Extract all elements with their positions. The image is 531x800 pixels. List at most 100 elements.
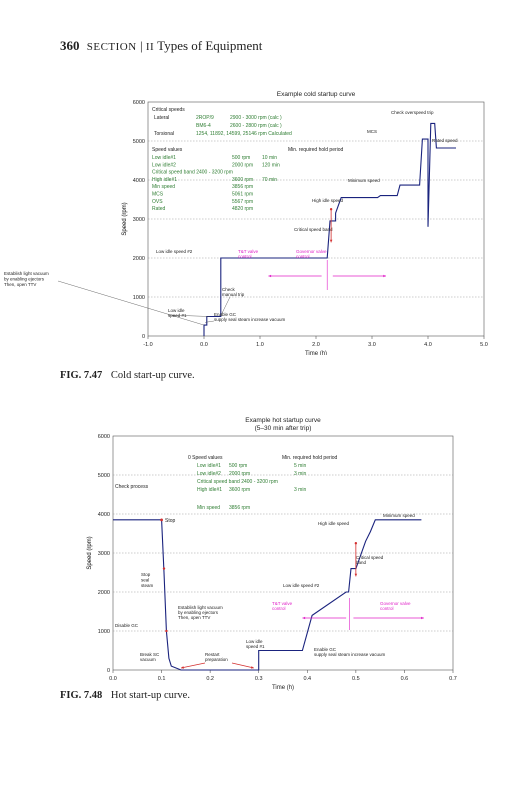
hot-speed-rpm-0: 500 rpm [229, 463, 247, 469]
hot-disable-gc: Disable GC [115, 623, 139, 628]
cold-critical-speed-mode-0: 2ROP/9 [196, 115, 214, 121]
hot-restart-arrow-left-head [181, 666, 184, 669]
cold-speed-name-0: Low idle#1 [152, 155, 176, 161]
hot-xtick-6: 0.6 [401, 676, 409, 682]
cold-minimum-speed-label: Minimum speed [348, 178, 380, 183]
cold-establish-vacuum-line-1: by enabling ejectors [4, 277, 45, 282]
cold-establish-vacuum-leader [57, 280, 205, 326]
cold-xlabel: Time (h) [305, 351, 327, 355]
cold-speed-rpm-1: 2000 rpm [232, 162, 253, 168]
part-number: II [145, 41, 155, 53]
cold-startup-chart: Example cold startup curve 0 1000 2000 3000 4… [4, 91, 488, 355]
cold-speed-name-1: Low idle#2 [152, 162, 176, 168]
cold-series-line-0 [203, 122, 456, 336]
cold-governor-valve-arrow-head [383, 274, 386, 278]
cold-xtick-6: 5.0 [480, 342, 488, 348]
hot-ytick-2: 2000 [98, 590, 110, 596]
cold-critical-band-dot [329, 208, 333, 211]
cold-low-idle-speed-1-line-0: Low idle [168, 308, 185, 313]
hot-disable-gc-dot [165, 629, 168, 633]
hot-high-idle-speed-label: High idle speed [318, 521, 350, 526]
hot-critical-band-arrow-head [354, 573, 358, 577]
cold-xtick-4: 3.0 [368, 342, 376, 348]
cold-speed-name-6: OVS [152, 199, 163, 205]
hot-ytick-5: 5000 [98, 473, 110, 479]
hot-restart-preparation-line-0: Restart [205, 652, 220, 657]
hot-speed-name-2: Critical speed band 2400 - 3200 rpm [197, 479, 278, 485]
hot-critical-speed-band-label-line-0: Critical speed [356, 555, 384, 560]
hot-break-sc-vacuum-line-1: vacuum [140, 657, 156, 662]
hot-title: Example hot startup curve [245, 417, 321, 424]
hot-speed-hold-1: 3 min [294, 471, 306, 477]
hot-seal-steam-dot [162, 567, 166, 570]
hot-tt-valve-control-line-0: T&T valve [272, 601, 293, 606]
cold-speed-name-3: High idle#1 [152, 177, 177, 183]
cold-governor-valve-control-line-0: Governor valve [296, 249, 327, 254]
part-title: Types of Equipment [157, 38, 263, 53]
hot-xtick-5: 0.5 [352, 676, 360, 682]
cold-enable-gc-leader [205, 320, 215, 323]
hot-ytick-3: 3000 [98, 551, 110, 557]
hot-enable-gc-line-0: Enable GC [314, 647, 337, 652]
hot-speed-name-4: Min speed [197, 505, 220, 511]
hot-tt-valve-arrow-head [302, 616, 306, 620]
hot-xtick-4: 0.4 [303, 676, 311, 682]
hot-restart-arrow-right [231, 662, 254, 669]
cold-enable-gc-line-1: supply seal steam increase vacuum [214, 317, 286, 322]
section-divider: | [139, 38, 146, 53]
cold-speed-name-4: Min speed [152, 184, 175, 190]
cold-xtick-2: 1.0 [256, 342, 264, 348]
cold-ytick-0: 0 [142, 334, 145, 340]
cold-critical-speed-name-2: Torsional [154, 131, 174, 137]
hot-governor-valve-arrow-head [421, 616, 424, 620]
hot-break-sc-vacuum-line-0: Break SC [140, 652, 160, 657]
cold-speed-hold-1: 120 min [262, 162, 280, 168]
hot-minimum-speed-label: Minimum speed [383, 513, 415, 518]
section-label: SECTION [86, 41, 137, 53]
hot-xtick-0: 0.0 [109, 676, 117, 682]
figure-caption-2: FIG. 7.48 Hot start-up curve. [60, 690, 190, 701]
figure-caption-text-1: Cold start-up curve. [110, 370, 195, 381]
hot-speed-rpm-1: 2000 rpm [229, 471, 250, 477]
hot-speed-name-0: Low idle#1 [197, 463, 221, 469]
hot-ytick-1: 1000 [98, 629, 110, 635]
cold-governor-valve-control-line-1: control [296, 254, 310, 259]
cold-critical-speed-range-1: 2600 - 2800 rpm (calc ) [230, 123, 282, 129]
hot-low-idle-speed-1-line-0: Low idle [246, 639, 263, 644]
hot-critical-band-dot [354, 542, 358, 545]
cold-critical-speed-range-2: 1254, 11892, 14599, 25146 rpm Calculated [196, 131, 292, 137]
cold-critical-speed-mode-1: BM6-4 [196, 123, 211, 129]
cold-speed-rpm-4: 3856 rpm [232, 184, 253, 190]
cold-speed-hold-0: 10 min [262, 155, 277, 161]
figure-caption-text-2: Hot start-up curve. [110, 690, 190, 701]
hot-xtick-1: 0.1 [158, 676, 166, 682]
hot-governor-valve-control-line-1: control [380, 606, 394, 611]
cold-rated-speed-label: Rated speed [432, 138, 458, 143]
hot-critical-speed-band-label-line-1: band [356, 560, 367, 565]
cold-speed-rpm-3: 3600 rpm [232, 177, 253, 183]
hot-speed-hold-0: 5 min [294, 463, 306, 469]
cold-critical-speed-band-label: Critical speed band [294, 227, 333, 232]
page-header: 360 SECTION | II Types of Equipment [60, 38, 262, 54]
hot-speed-name-1: Low idle#2 [197, 471, 221, 477]
hot-governor-valve-control-line-0: Governor valve [380, 601, 411, 606]
hot-ytick-6: 6000 [98, 434, 110, 440]
cold-ytick-4: 4000 [133, 178, 145, 184]
cold-low-idle-speed-2-label: Low idle speed #2 [156, 249, 193, 254]
hot-min-hold-heading: Min. required hold period [282, 455, 338, 461]
hot-tt-valve-control-line-1: control [272, 606, 286, 611]
cold-mcs-label: MCS [367, 129, 377, 134]
cold-ytick-1: 1000 [133, 295, 145, 301]
cold-speed-hold-3: 70 min [262, 177, 277, 183]
cold-check-manual-trip-line-1: manual trip [222, 292, 245, 297]
hot-subtitle: (5–30 min after trip) [255, 425, 312, 432]
hot-speed-rpm-4: 3856 rpm [229, 505, 250, 511]
hot-establish-vacuum-line-0: Establish light vacuum [178, 605, 223, 610]
cold-establish-vacuum-line-2: Then, open TTV [4, 282, 36, 287]
cold-check-overspeed-trip: Check overspeed trip [391, 110, 434, 115]
hot-ytick-4: 4000 [98, 512, 110, 518]
cold-ytick-3: 3000 [133, 217, 145, 223]
cold-critical-band-arrow-head [329, 239, 333, 243]
cold-tt-valve-control-line-1: control [238, 254, 252, 259]
cold-ytick-2: 2000 [133, 256, 145, 262]
